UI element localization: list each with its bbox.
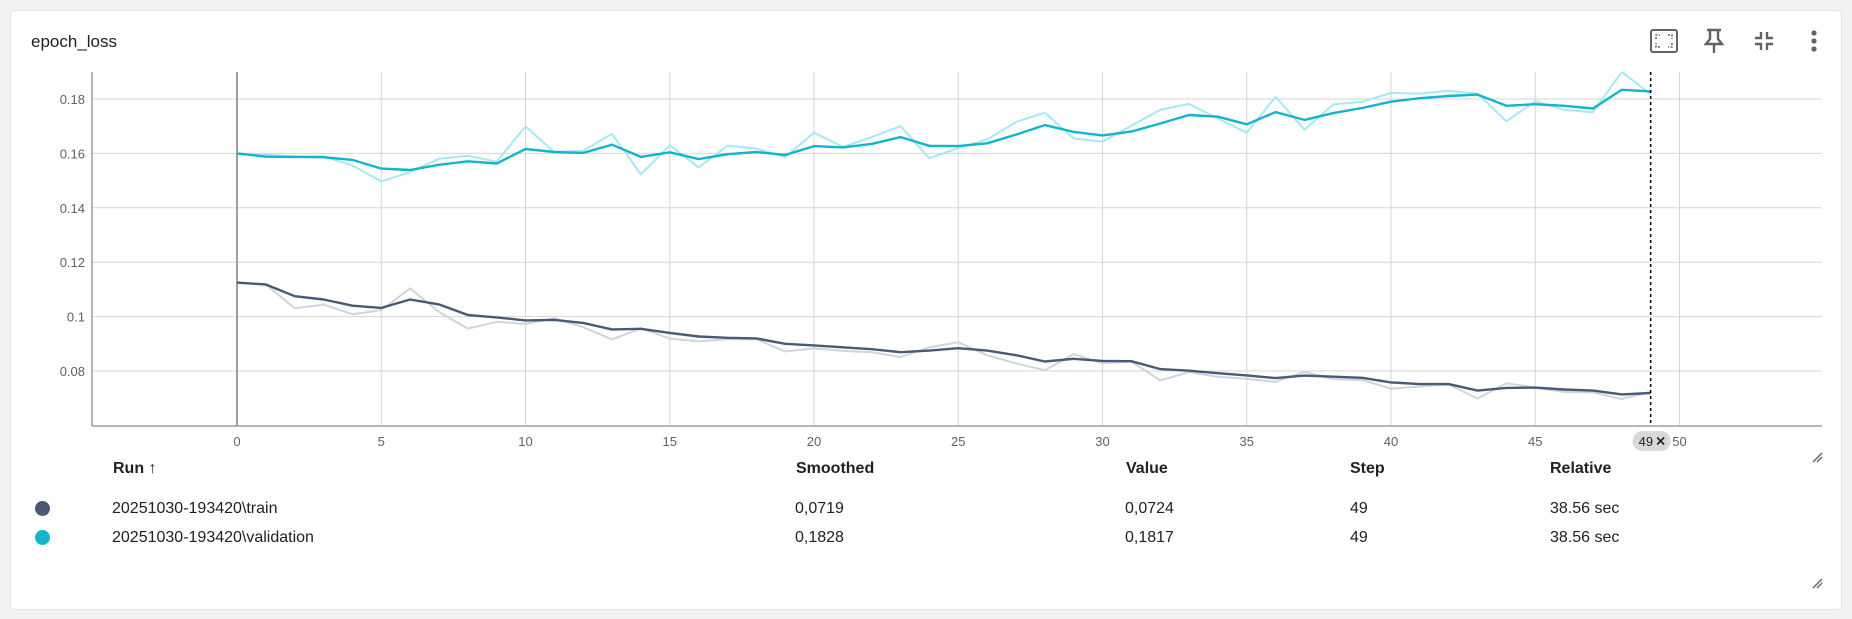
x-tick-label: 30 (1095, 434, 1109, 449)
run-color-dot[interactable] (35, 530, 50, 545)
y-tick-label: 0.18 (60, 92, 85, 107)
chart-resize-handle[interactable] (1811, 451, 1823, 463)
x-tick-label: 5 (378, 434, 385, 449)
chart-card: epoch_loss (10, 10, 1842, 610)
relative-time: 38.56 sec (1550, 529, 1620, 546)
fullscreen-icon (1650, 29, 1678, 53)
y-tick-label: 0.16 (60, 146, 85, 161)
x-tick-label: 25 (951, 434, 965, 449)
x-tick-label: 15 (663, 434, 677, 449)
more-vert-icon (1811, 30, 1817, 52)
x-tick-label: 10 (518, 434, 532, 449)
relative-time: 38.56 sec (1550, 500, 1620, 517)
pin-icon (1703, 28, 1725, 53)
more-options-button[interactable] (1798, 25, 1830, 57)
x-tick-label: 35 (1240, 434, 1254, 449)
y-tick-label: 0.12 (60, 255, 85, 270)
y-tick-label: 0.14 (60, 201, 85, 216)
hover-indicator: 49 (1632, 72, 1671, 451)
series-raw-line (236, 281, 1651, 400)
step: 49 (1350, 500, 1368, 517)
col-header-value[interactable]: Value (1126, 460, 1168, 477)
col-header-run[interactable]: Run ↑ (113, 460, 157, 477)
hover-step-label: 49 (1639, 434, 1653, 449)
table-resize-handle[interactable] (1811, 577, 1823, 589)
x-tick-label: 45 (1528, 434, 1542, 449)
collapse-button[interactable] (1748, 25, 1780, 57)
col-header-relative[interactable]: Relative (1550, 460, 1612, 477)
value: 0,0724 (1125, 500, 1174, 517)
smoothed-value: 0,0719 (795, 500, 844, 517)
run-name: 20251030-193420\validation (112, 529, 314, 546)
line-chart[interactable]: 0.08 0.1 0.12 0.14 0.16 0.18 0 5 10 15 20 25 30 35 40 4… (0, 0, 1852, 470)
collapse-icon (1755, 32, 1773, 50)
series-smoothed-line (236, 281, 1651, 396)
step: 49 (1350, 529, 1368, 546)
y-tick-label: 0.1 (67, 310, 85, 325)
series-raw-line (236, 72, 1652, 183)
run-color-dot[interactable] (35, 501, 50, 516)
fullscreen-button[interactable] (1648, 25, 1680, 57)
x-tick-label: 50 (1672, 434, 1686, 449)
chart-series (236, 72, 1652, 400)
y-tick-label: 0.08 (60, 364, 85, 379)
chart-axes (91, 72, 1822, 427)
close-icon (1656, 436, 1665, 446)
x-tick-label: 20 (807, 434, 821, 449)
x-tick-label: 0 (233, 434, 240, 449)
chart-title: epoch_loss (31, 32, 118, 51)
series-smoothed-line (236, 88, 1651, 172)
run-name: 20251030-193420\train (112, 500, 278, 517)
smoothed-value: 0,1828 (795, 529, 844, 546)
col-header-smoothed[interactable]: Smoothed (796, 460, 875, 477)
value: 0,1817 (1125, 529, 1174, 546)
chart-ticks: 0.08 0.1 0.12 0.14 0.16 0.18 0 5 10 15 20 25 30 35 40 4… (60, 92, 1687, 449)
pin-button[interactable] (1698, 25, 1730, 57)
hover-step-pill (1632, 431, 1671, 451)
chart-grid (92, 72, 1822, 426)
x-tick-label: 40 (1384, 434, 1398, 449)
col-header-step[interactable]: Step (1350, 460, 1385, 477)
